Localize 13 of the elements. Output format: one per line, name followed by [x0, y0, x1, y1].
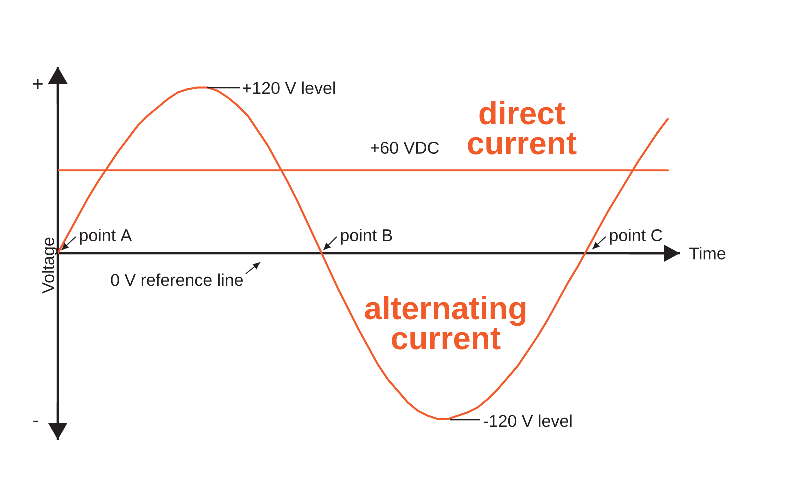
annotation: +120 V level [243, 82, 336, 94]
annotation: point B [341, 229, 392, 245]
text: + [33, 79, 43, 90]
annotation: point A [80, 229, 132, 245]
series-label: alternating current [365, 296, 526, 350]
annotation: 0 V reference line [111, 274, 244, 286]
annotation: -120 V level [484, 414, 572, 428]
annotation: +60 VDC [371, 142, 439, 154]
y-axis-title: Voltage [42, 238, 58, 294]
text: - [34, 420, 38, 422]
annotation: point C [610, 229, 662, 245]
series-label: direct current [468, 101, 577, 155]
x-axis-title: Time [690, 247, 726, 260]
